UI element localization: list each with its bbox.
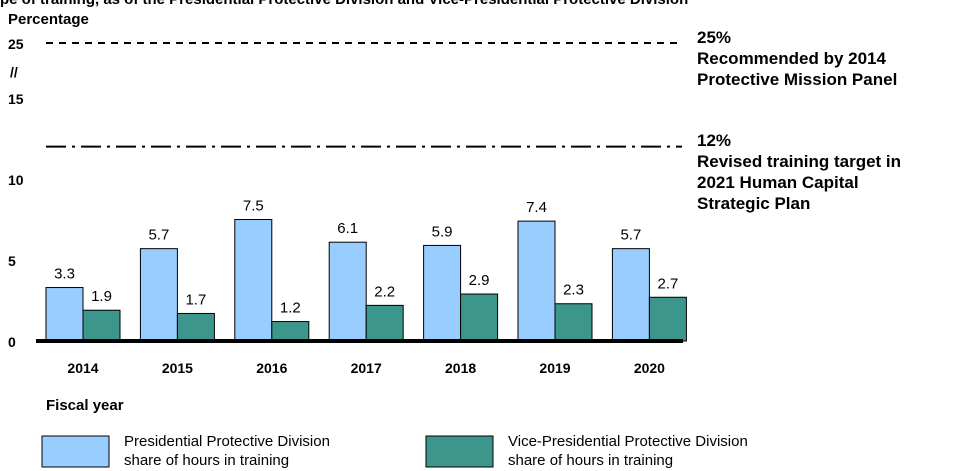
bar-value-label: 5.7 — [620, 227, 641, 244]
reference-line-label: 12% — [697, 131, 731, 150]
legend-label: share of hours in training — [508, 452, 673, 469]
bar-value-label: 2.2 — [374, 283, 395, 300]
bar-vice-presidential — [271, 321, 310, 342]
bar-value-label: 2.3 — [563, 282, 584, 299]
bar-value-label: 1.7 — [185, 291, 206, 308]
bars: 3.3 1.9 5.7 1.7 7.5 1.2 6.1 2.2 5.9 2.9 7.4 2.3 5.7 2… — [45, 198, 687, 342]
legend-swatch — [41, 435, 110, 468]
x-tick-label: 2016 — [256, 360, 287, 376]
bar-value-label: 3.3 — [54, 266, 75, 283]
y-tick-label: 10 — [8, 172, 24, 188]
legend-label: Vice-Presidential Protective Division — [508, 433, 748, 450]
x-tick-label: 2018 — [445, 360, 476, 376]
bar-value-label: 1.9 — [91, 288, 112, 305]
bar-presidential — [611, 248, 650, 342]
bar-presidential — [45, 287, 84, 342]
legend-label: Presidential Protective Division — [124, 433, 330, 450]
y-tick-label: 0 — [8, 334, 16, 350]
x-axis-ticks: 2014 2015 2016 2017 2018 2019 2020 — [67, 360, 665, 376]
reference-line-label: Recommended by 2014 — [697, 49, 887, 68]
header-fragment: pe of training, as of the Presidential P… — [0, 0, 688, 8]
bar-presidential — [139, 248, 178, 342]
reference-line-label: Protective Mission Panel — [697, 70, 897, 89]
bar-vice-presidential — [460, 293, 499, 342]
y-tick-label: 5 — [8, 253, 16, 269]
x-tick-label: 2020 — [634, 360, 665, 376]
x-axis-label: Fiscal year — [46, 397, 124, 414]
reference-line-label: Strategic Plan — [697, 194, 810, 213]
bar-value-label: 6.1 — [337, 220, 358, 237]
bar-presidential — [234, 219, 273, 342]
bar-value-label: 7.4 — [526, 199, 547, 216]
bar-value-label: 5.9 — [432, 223, 453, 240]
bar-vice-presidential — [648, 296, 687, 342]
x-tick-label: 2017 — [351, 360, 382, 376]
reference-line-label: Revised training target in — [697, 152, 901, 171]
legend-label: share of hours in training — [124, 452, 289, 469]
axis-break-label: // — [10, 64, 18, 80]
bar-vice-presidential — [176, 312, 215, 342]
y-axis-ticks: 0 5 10 15 25 // — [8, 36, 24, 350]
reference-line-label: 2021 Human Capital — [697, 173, 859, 192]
bar-value-label: 7.5 — [243, 198, 264, 215]
legend: Presidential Protective Division share of… — [41, 433, 748, 469]
bar-value-label: 2.7 — [657, 275, 678, 292]
bar-vice-presidential — [82, 309, 121, 342]
bar-vice-presidential — [365, 304, 404, 342]
reference-lines: 25% Recommended by 2014 Protective Mission… — [46, 28, 901, 213]
bar-presidential — [517, 220, 556, 342]
y-tick-label: 25 — [8, 36, 24, 52]
reference-line-label: 25% — [697, 28, 731, 47]
bar-presidential — [328, 241, 367, 342]
legend-swatch — [425, 435, 494, 468]
bar-vice-presidential — [554, 303, 593, 342]
x-tick-label: 2014 — [67, 360, 98, 376]
x-tick-label: 2019 — [539, 360, 570, 376]
bar-presidential — [423, 244, 462, 342]
bar-value-label: 2.9 — [469, 272, 490, 289]
x-tick-label: 2015 — [162, 360, 193, 376]
y-axis-label: Percentage — [8, 11, 89, 28]
y-tick-label: 15 — [8, 91, 24, 107]
bar-value-label: 5.7 — [148, 227, 169, 244]
bar-value-label: 1.2 — [280, 300, 301, 317]
